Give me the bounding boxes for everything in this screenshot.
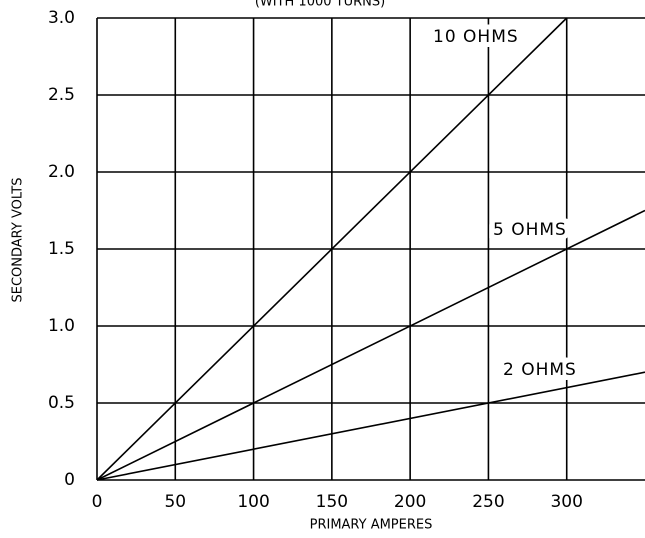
series-label: 5 OHMS: [493, 220, 567, 240]
x-tick-label: 100: [237, 492, 269, 512]
x-tick-label: 0: [92, 492, 103, 512]
y-tick-label: 1.5: [48, 239, 75, 259]
y-tick-label: 1.0: [48, 316, 75, 336]
x-tick-label: 150: [316, 492, 348, 512]
y-axis-label: SECONDARY VOLTS: [11, 178, 26, 303]
y-tick-label: 3.0: [48, 8, 75, 28]
y-tick-label: 0: [64, 470, 75, 490]
data-line: [96, 371, 645, 481]
series-label: 10 OHMS: [433, 27, 519, 47]
data-line: [96, 17, 568, 481]
y-tick-label: 2.0: [48, 162, 75, 182]
y-tick-label: 0.5: [48, 393, 75, 413]
data-line: [96, 209, 645, 481]
series-label: 2 OHMS: [503, 360, 577, 380]
x-tick-label: 200: [394, 492, 426, 512]
x-tick-label: 250: [472, 492, 504, 512]
x-axis-label: PRIMARY AMPERES: [310, 518, 433, 533]
y-tick-label: 2.5: [48, 85, 75, 105]
chart-subtitle: (WITH 1000 TURNS): [255, 0, 385, 10]
x-tick-label: 50: [164, 492, 186, 512]
x-tick-label: 300: [550, 492, 582, 512]
